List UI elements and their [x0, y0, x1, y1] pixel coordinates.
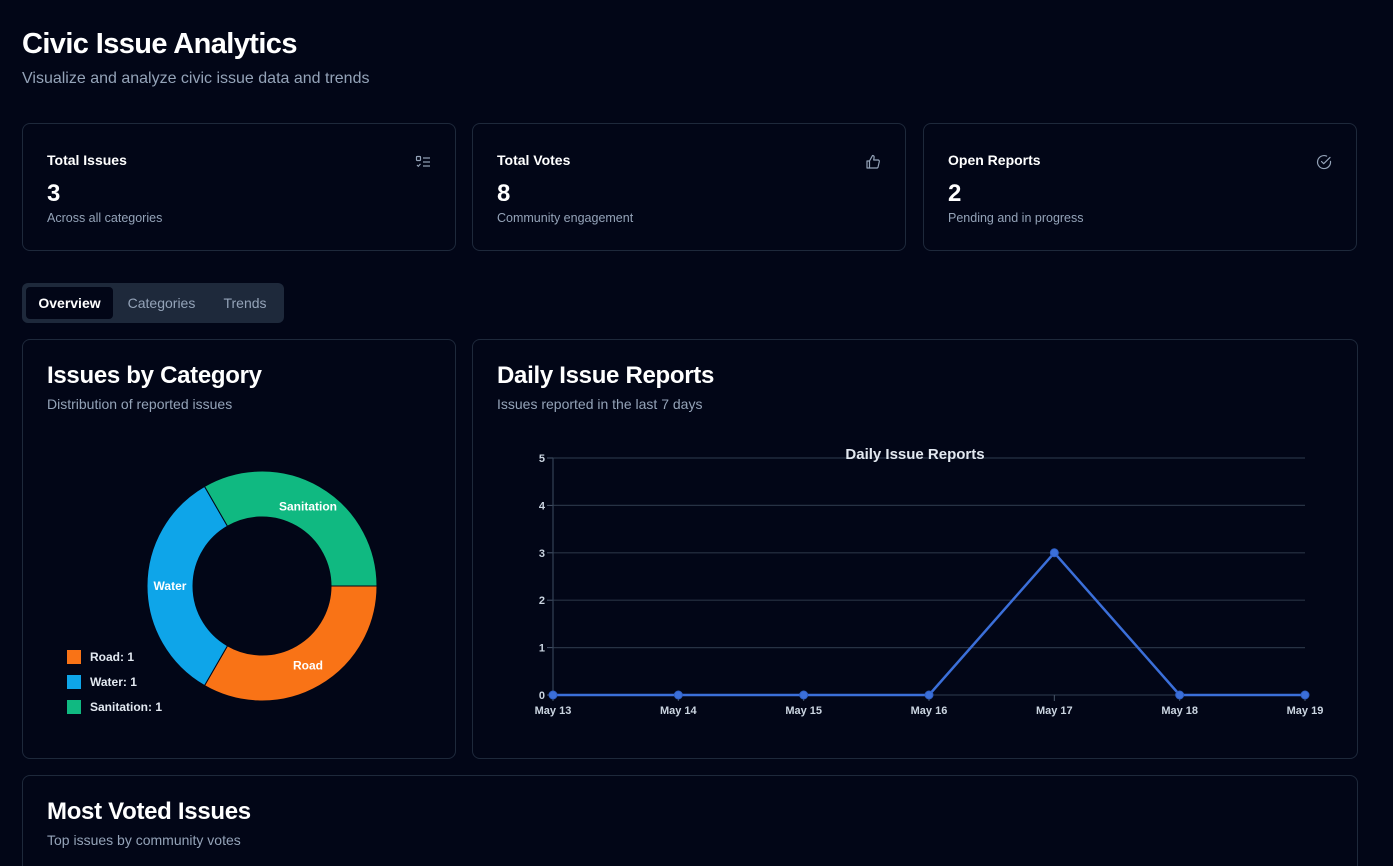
slice-label: Sanitation — [279, 499, 337, 513]
stat-title: Total Issues — [47, 152, 127, 168]
panel-title: Most Voted Issues — [47, 798, 251, 825]
category-panel: Issues by Category Distribution of repor… — [22, 339, 456, 759]
panel-subtitle: Top issues by community votes — [47, 832, 241, 848]
analytics-tabs: Overview Categories Trends — [22, 283, 284, 323]
stat-description: Pending and in progress — [948, 211, 1084, 225]
data-point[interactable] — [1300, 690, 1310, 700]
legend-swatch — [67, 650, 81, 664]
x-tick-label: May 16 — [911, 705, 948, 717]
tab-overview[interactable]: Overview — [26, 287, 113, 319]
y-tick-label: 4 — [539, 500, 546, 512]
data-point[interactable] — [799, 690, 809, 700]
stat-value: 8 — [497, 180, 511, 207]
page-title: Civic Issue Analytics — [22, 28, 297, 60]
donut-slice-water[interactable] — [146, 485, 229, 687]
legend-label[interactable]: Water: 1 — [90, 675, 137, 689]
legend-label[interactable]: Road: 1 — [90, 650, 134, 664]
circle-check-icon — [1316, 154, 1332, 170]
y-tick-label: 1 — [539, 643, 545, 655]
stat-card-open-reports: Open Reports 2 Pending and in progress — [923, 123, 1357, 251]
stat-card-total-issues: Total Issues 3 Across all categories — [22, 123, 456, 251]
x-tick-label: May 15 — [785, 705, 822, 717]
x-tick-label: May 14 — [660, 705, 698, 717]
y-tick-label: 2 — [539, 595, 545, 607]
y-tick-label: 5 — [539, 453, 545, 465]
stat-card-total-votes: Total Votes 8 Community engagement — [472, 123, 906, 251]
stat-description: Across all categories — [47, 211, 163, 225]
slice-label: Water — [154, 579, 187, 593]
data-point[interactable] — [1049, 548, 1059, 558]
panel-title: Daily Issue Reports — [497, 362, 715, 389]
data-point[interactable] — [1175, 690, 1185, 700]
data-point[interactable] — [548, 690, 558, 700]
panel-subtitle: Distribution of reported issues — [47, 396, 233, 412]
donut-slice-sanitation[interactable] — [203, 470, 378, 587]
x-tick-label: May 19 — [1287, 705, 1324, 717]
slice-label: Road — [293, 659, 323, 673]
data-point[interactable] — [924, 690, 934, 700]
donut-slice-road[interactable] — [203, 585, 378, 702]
panel-title: Issues by Category — [47, 362, 262, 389]
stat-title: Total Votes — [497, 152, 571, 168]
x-tick-label: May 13 — [535, 705, 572, 717]
stat-value: 3 — [47, 180, 61, 207]
daily-panel: Daily Issue Reports Issues reported in t… — [472, 339, 1358, 759]
x-tick-label: May 17 — [1036, 705, 1073, 717]
series-line — [553, 551, 1305, 697]
most-voted-panel: Most Voted Issues Top issues by communit… — [22, 775, 1358, 866]
y-tick-label: 0 — [539, 690, 545, 702]
data-point[interactable] — [673, 690, 683, 700]
page-subtitle: Visualize and analyze civic issue data a… — [22, 70, 370, 87]
legend-swatch — [67, 675, 81, 689]
stat-description: Community engagement — [497, 211, 634, 225]
thumbs-up-icon — [866, 154, 880, 169]
category-donut-chart: Road Water Sanitation Road: 1 Water: 1 Sanit… — [67, 470, 378, 714]
daily-line-chart: 0 1 2 3 4 5 May 13 May 14 May 15 May 16 May 17 May … — [535, 446, 1324, 717]
y-tick-label: 3 — [539, 548, 545, 560]
chart-title: Daily Issue Reports — [845, 446, 984, 463]
legend-swatch — [67, 700, 81, 714]
panel-subtitle: Issues reported in the last 7 days — [497, 396, 703, 412]
legend-label[interactable]: Sanitation: 1 — [90, 700, 162, 714]
stat-title: Open Reports — [948, 152, 1041, 168]
list-check-icon — [415, 155, 430, 168]
x-tick-label: May 18 — [1161, 705, 1198, 717]
stat-value: 2 — [948, 180, 962, 207]
tab-trends[interactable]: Trends — [223, 295, 267, 311]
tab-categories[interactable]: Categories — [127, 295, 196, 311]
